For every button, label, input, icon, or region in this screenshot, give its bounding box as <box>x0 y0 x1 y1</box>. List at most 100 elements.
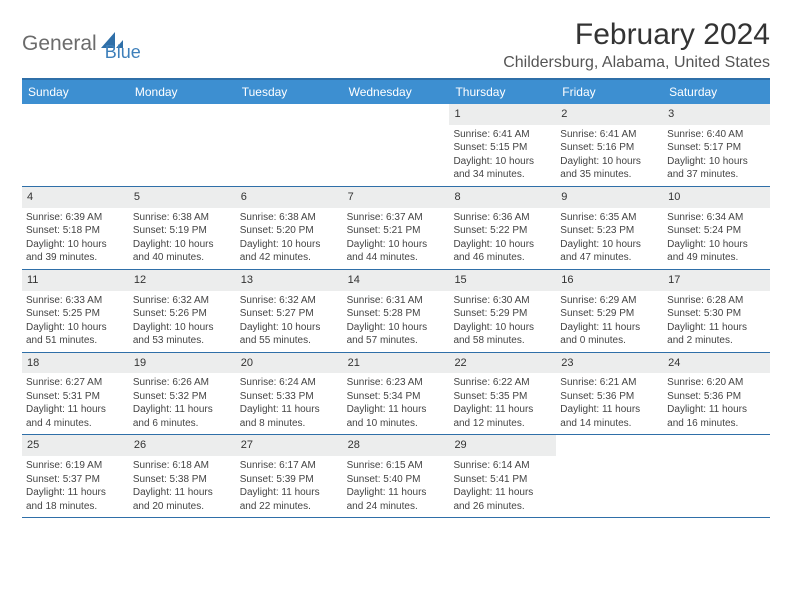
day-cell: . <box>343 104 450 186</box>
day-number: 4 <box>22 187 129 208</box>
sunrise-text: Sunrise: 6:30 AM <box>453 294 552 308</box>
sunset-text: Sunset: 5:22 PM <box>453 224 552 238</box>
day-number: 1 <box>449 104 556 125</box>
day-number: 5 <box>129 187 236 208</box>
day-cell: 8Sunrise: 6:36 AMSunset: 5:22 PMDaylight… <box>449 187 556 269</box>
day-cell: 19Sunrise: 6:26 AMSunset: 5:32 PMDayligh… <box>129 353 236 435</box>
sunset-text: Sunset: 5:40 PM <box>347 473 446 487</box>
header: General Blue February 2024 Childersburg,… <box>22 18 770 72</box>
daylight-text: Daylight: 10 hours and 49 minutes. <box>667 238 766 265</box>
sunrise-text: Sunrise: 6:24 AM <box>240 376 339 390</box>
day-number: 27 <box>236 435 343 456</box>
day-cell: 28Sunrise: 6:15 AMSunset: 5:40 PMDayligh… <box>343 435 450 517</box>
day-number: 9 <box>556 187 663 208</box>
sunset-text: Sunset: 5:41 PM <box>453 473 552 487</box>
daylight-text: Daylight: 11 hours and 14 minutes. <box>560 403 659 430</box>
sunrise-text: Sunrise: 6:35 AM <box>560 211 659 225</box>
sunset-text: Sunset: 5:17 PM <box>667 141 766 155</box>
daylight-text: Daylight: 11 hours and 6 minutes. <box>133 403 232 430</box>
day-cell: 16Sunrise: 6:29 AMSunset: 5:29 PMDayligh… <box>556 270 663 352</box>
weekday-header: Thursday <box>449 80 556 104</box>
day-number: 14 <box>343 270 450 291</box>
daylight-text: Daylight: 10 hours and 46 minutes. <box>453 238 552 265</box>
day-number: 17 <box>663 270 770 291</box>
day-number: 7 <box>343 187 450 208</box>
day-number: 28 <box>343 435 450 456</box>
day-cell: . <box>663 435 770 517</box>
sunset-text: Sunset: 5:23 PM <box>560 224 659 238</box>
daylight-text: Daylight: 10 hours and 40 minutes. <box>133 238 232 265</box>
daylight-text: Daylight: 11 hours and 18 minutes. <box>26 486 125 513</box>
daylight-text: Daylight: 10 hours and 53 minutes. <box>133 321 232 348</box>
day-number: 25 <box>22 435 129 456</box>
day-number: 24 <box>663 353 770 374</box>
day-number: 29 <box>449 435 556 456</box>
sunset-text: Sunset: 5:34 PM <box>347 390 446 404</box>
daylight-text: Daylight: 10 hours and 51 minutes. <box>26 321 125 348</box>
daylight-text: Daylight: 10 hours and 34 minutes. <box>453 155 552 182</box>
daylight-text: Daylight: 11 hours and 26 minutes. <box>453 486 552 513</box>
day-number: 16 <box>556 270 663 291</box>
sunrise-text: Sunrise: 6:31 AM <box>347 294 446 308</box>
sunrise-text: Sunrise: 6:36 AM <box>453 211 552 225</box>
day-cell: . <box>556 435 663 517</box>
daylight-text: Daylight: 11 hours and 24 minutes. <box>347 486 446 513</box>
day-cell: 21Sunrise: 6:23 AMSunset: 5:34 PMDayligh… <box>343 353 450 435</box>
day-number: 2 <box>556 104 663 125</box>
day-number: 22 <box>449 353 556 374</box>
sunset-text: Sunset: 5:19 PM <box>133 224 232 238</box>
day-number: 21 <box>343 353 450 374</box>
sunrise-text: Sunrise: 6:41 AM <box>453 128 552 142</box>
daylight-text: Daylight: 10 hours and 57 minutes. <box>347 321 446 348</box>
sunset-text: Sunset: 5:32 PM <box>133 390 232 404</box>
sunrise-text: Sunrise: 6:21 AM <box>560 376 659 390</box>
day-cell: 9Sunrise: 6:35 AMSunset: 5:23 PMDaylight… <box>556 187 663 269</box>
sunset-text: Sunset: 5:36 PM <box>560 390 659 404</box>
sunset-text: Sunset: 5:36 PM <box>667 390 766 404</box>
sunrise-text: Sunrise: 6:14 AM <box>453 459 552 473</box>
day-number: 26 <box>129 435 236 456</box>
day-cell: 23Sunrise: 6:21 AMSunset: 5:36 PMDayligh… <box>556 353 663 435</box>
sunset-text: Sunset: 5:37 PM <box>26 473 125 487</box>
month-title: February 2024 <box>503 18 770 52</box>
sunset-text: Sunset: 5:18 PM <box>26 224 125 238</box>
sunset-text: Sunset: 5:35 PM <box>453 390 552 404</box>
daylight-text: Daylight: 10 hours and 35 minutes. <box>560 155 659 182</box>
week-row: ....1Sunrise: 6:41 AMSunset: 5:15 PMDayl… <box>22 104 770 187</box>
weekday-header: Tuesday <box>236 80 343 104</box>
location-text: Childersburg, Alabama, United States <box>503 54 770 72</box>
weekday-header: Wednesday <box>343 80 450 104</box>
day-cell: 24Sunrise: 6:20 AMSunset: 5:36 PMDayligh… <box>663 353 770 435</box>
calendar-page: General Blue February 2024 Childersburg,… <box>0 0 792 536</box>
sunrise-text: Sunrise: 6:39 AM <box>26 211 125 225</box>
day-cell: . <box>236 104 343 186</box>
day-number: 11 <box>22 270 129 291</box>
day-cell: 17Sunrise: 6:28 AMSunset: 5:30 PMDayligh… <box>663 270 770 352</box>
weekday-header: Friday <box>556 80 663 104</box>
sunrise-text: Sunrise: 6:32 AM <box>133 294 232 308</box>
logo-text-blue: Blue <box>105 42 141 63</box>
day-number: 13 <box>236 270 343 291</box>
sunrise-text: Sunrise: 6:22 AM <box>453 376 552 390</box>
day-cell: 13Sunrise: 6:32 AMSunset: 5:27 PMDayligh… <box>236 270 343 352</box>
day-cell: 7Sunrise: 6:37 AMSunset: 5:21 PMDaylight… <box>343 187 450 269</box>
sunset-text: Sunset: 5:39 PM <box>240 473 339 487</box>
day-cell: 3Sunrise: 6:40 AMSunset: 5:17 PMDaylight… <box>663 104 770 186</box>
sunrise-text: Sunrise: 6:41 AM <box>560 128 659 142</box>
weekday-header: Sunday <box>22 80 129 104</box>
day-cell: 6Sunrise: 6:38 AMSunset: 5:20 PMDaylight… <box>236 187 343 269</box>
day-cell: 27Sunrise: 6:17 AMSunset: 5:39 PMDayligh… <box>236 435 343 517</box>
sunrise-text: Sunrise: 6:23 AM <box>347 376 446 390</box>
daylight-text: Daylight: 10 hours and 39 minutes. <box>26 238 125 265</box>
week-row: 11Sunrise: 6:33 AMSunset: 5:25 PMDayligh… <box>22 270 770 353</box>
day-cell: 25Sunrise: 6:19 AMSunset: 5:37 PMDayligh… <box>22 435 129 517</box>
sunrise-text: Sunrise: 6:20 AM <box>667 376 766 390</box>
daylight-text: Daylight: 11 hours and 2 minutes. <box>667 321 766 348</box>
week-row: 4Sunrise: 6:39 AMSunset: 5:18 PMDaylight… <box>22 187 770 270</box>
sunset-text: Sunset: 5:30 PM <box>667 307 766 321</box>
sunrise-text: Sunrise: 6:27 AM <box>26 376 125 390</box>
week-row: 25Sunrise: 6:19 AMSunset: 5:37 PMDayligh… <box>22 435 770 518</box>
sunset-text: Sunset: 5:15 PM <box>453 141 552 155</box>
sunrise-text: Sunrise: 6:38 AM <box>133 211 232 225</box>
day-cell: 5 Sunrise: 6:38 AMSunset: 5:19 PMDaylight… <box>129 187 236 269</box>
